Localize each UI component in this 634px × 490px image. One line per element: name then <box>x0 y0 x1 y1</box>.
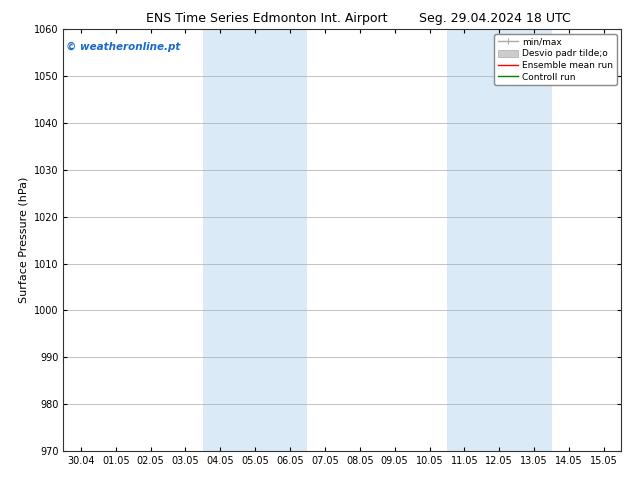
Y-axis label: Surface Pressure (hPa): Surface Pressure (hPa) <box>18 177 29 303</box>
Bar <box>203 29 307 451</box>
Text: ENS Time Series Edmonton Int. Airport: ENS Time Series Edmonton Int. Airport <box>146 12 387 25</box>
Text: Seg. 29.04.2024 18 UTC: Seg. 29.04.2024 18 UTC <box>418 12 571 25</box>
Legend: min/max, Desvio padr tilde;o, Ensemble mean run, Controll run: min/max, Desvio padr tilde;o, Ensemble m… <box>495 34 617 85</box>
Bar <box>447 29 552 451</box>
Text: © weatheronline.pt: © weatheronline.pt <box>66 42 181 52</box>
